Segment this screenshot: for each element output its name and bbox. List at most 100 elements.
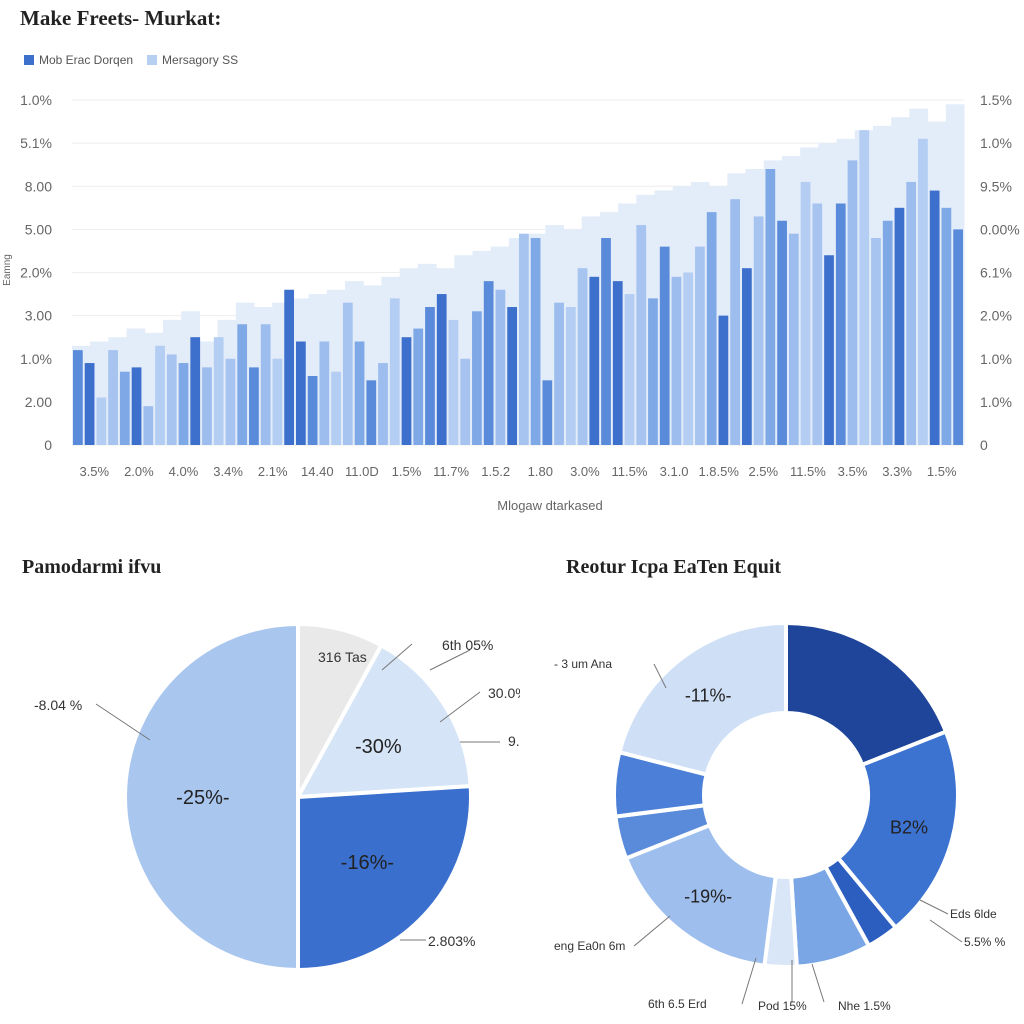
bar bbox=[378, 363, 388, 445]
bar bbox=[800, 181, 811, 445]
x-tick-label: 11.5% bbox=[790, 464, 826, 479]
bar bbox=[237, 324, 248, 445]
x-tick-label: 1.8.5% bbox=[698, 464, 739, 479]
x-tick-label: 3.5% bbox=[79, 464, 109, 479]
slice-label: -11%- bbox=[685, 686, 732, 706]
bar bbox=[706, 212, 717, 445]
y-tick-label-right: 2.0% bbox=[980, 308, 1012, 324]
x-axis-label: Mlogaw dtarkased bbox=[497, 498, 603, 513]
bar bbox=[460, 358, 471, 445]
bar bbox=[894, 207, 905, 445]
x-tick-label: 11.5% bbox=[612, 464, 648, 479]
bar bbox=[742, 268, 752, 445]
legend-label: Mob Erac Dorqen bbox=[39, 53, 134, 67]
bar bbox=[284, 289, 294, 445]
x-tick-label: 14.40 bbox=[301, 464, 334, 479]
bar bbox=[859, 130, 870, 445]
bar bbox=[730, 199, 740, 445]
bar bbox=[342, 302, 353, 445]
y-tick-label-right: 1.5% bbox=[980, 92, 1012, 108]
slice-label: -19%- bbox=[684, 886, 732, 906]
legend-item: Mob Erac Dorqen bbox=[24, 53, 133, 67]
callout-line bbox=[429, 649, 471, 671]
bar bbox=[366, 380, 377, 445]
bar bbox=[448, 319, 459, 445]
callout-line bbox=[741, 957, 757, 1005]
bar bbox=[929, 190, 940, 445]
bar bbox=[225, 358, 236, 445]
bar bbox=[495, 289, 506, 445]
bar bbox=[354, 341, 365, 445]
bar bbox=[213, 337, 224, 445]
bar bbox=[202, 367, 212, 445]
callout-label: -8.04 % bbox=[34, 697, 82, 713]
callout-line bbox=[811, 963, 825, 1003]
callout-line bbox=[929, 919, 963, 943]
bar bbox=[96, 397, 107, 445]
bar bbox=[906, 181, 917, 445]
callout-label: 6th 6.5 Erd bbox=[648, 997, 707, 1011]
bar bbox=[143, 406, 154, 445]
bar bbox=[695, 246, 705, 445]
bar bbox=[84, 363, 95, 445]
x-tick-label: 1.5% bbox=[927, 464, 957, 479]
bar bbox=[401, 337, 412, 445]
y-tick-label: 5.1% bbox=[20, 135, 52, 151]
slice-label: -30% bbox=[355, 736, 402, 758]
callout-label: Pod 15% bbox=[758, 999, 807, 1013]
x-tick-label: 2.5% bbox=[748, 464, 778, 479]
y-tick-label: 1.0% bbox=[20, 351, 52, 367]
legend-swatch bbox=[24, 55, 34, 65]
donut-slice bbox=[616, 620, 788, 778]
bar bbox=[624, 294, 635, 445]
callout-line bbox=[633, 915, 671, 947]
y-tick-label-right: 0.00% bbox=[980, 221, 1020, 237]
legend-label: Mersagory SS bbox=[162, 53, 239, 67]
bar bbox=[108, 350, 118, 445]
y-tick-label-right: 0 bbox=[980, 437, 988, 453]
y-tick-label: 1.0% bbox=[20, 92, 52, 108]
y-tick-label-right: 1.0% bbox=[980, 394, 1012, 410]
bar bbox=[260, 324, 271, 445]
y-axis-label: Eamng bbox=[2, 254, 13, 286]
bar bbox=[331, 371, 341, 445]
bar bbox=[483, 281, 494, 445]
y-tick-label-right: 1.0% bbox=[980, 135, 1012, 151]
y-tick-label: 0 bbox=[44, 437, 52, 453]
bar bbox=[307, 376, 318, 445]
bar bbox=[530, 238, 541, 445]
bar bbox=[871, 238, 881, 445]
x-tick-label: 3.5% bbox=[838, 464, 868, 479]
bar bbox=[824, 255, 834, 445]
bar bbox=[249, 367, 259, 445]
donut-slice bbox=[784, 620, 949, 768]
callout-label: 6th 05% bbox=[442, 637, 493, 653]
bar bbox=[436, 294, 447, 445]
callout-line bbox=[653, 663, 667, 689]
bar bbox=[296, 341, 306, 445]
bar bbox=[812, 203, 823, 445]
y-tick-label: 2.0% bbox=[20, 265, 52, 281]
y-tick-label: 2.00 bbox=[25, 394, 52, 410]
x-tick-label: 1.5.2 bbox=[481, 464, 510, 479]
x-tick-label: 4.0% bbox=[169, 464, 199, 479]
bar bbox=[190, 337, 201, 445]
callout-label: 30.0% bbox=[488, 685, 520, 701]
bar bbox=[507, 307, 517, 445]
y-tick-label: 8.00 bbox=[25, 178, 52, 194]
callout-label: - 3 um Ana bbox=[554, 657, 612, 671]
y-tick-label: 3.00 bbox=[25, 308, 52, 324]
callout-line bbox=[439, 691, 481, 723]
donut-chart-title: Reotur Icpa EaTen Equit bbox=[566, 556, 782, 578]
x-tick-label: 1.5% bbox=[392, 464, 422, 479]
bar bbox=[788, 233, 799, 445]
bar bbox=[389, 298, 400, 445]
bar bbox=[636, 225, 647, 445]
callout-label: Eds 6lde bbox=[950, 907, 997, 921]
pie-slice bbox=[294, 642, 473, 800]
x-tick-label: 11.0D bbox=[345, 464, 379, 479]
bar bbox=[648, 298, 658, 445]
x-tick-label: 3.3% bbox=[882, 464, 912, 479]
y-tick-label-right: 1.0% bbox=[980, 351, 1012, 367]
pie-slice bbox=[123, 621, 300, 973]
